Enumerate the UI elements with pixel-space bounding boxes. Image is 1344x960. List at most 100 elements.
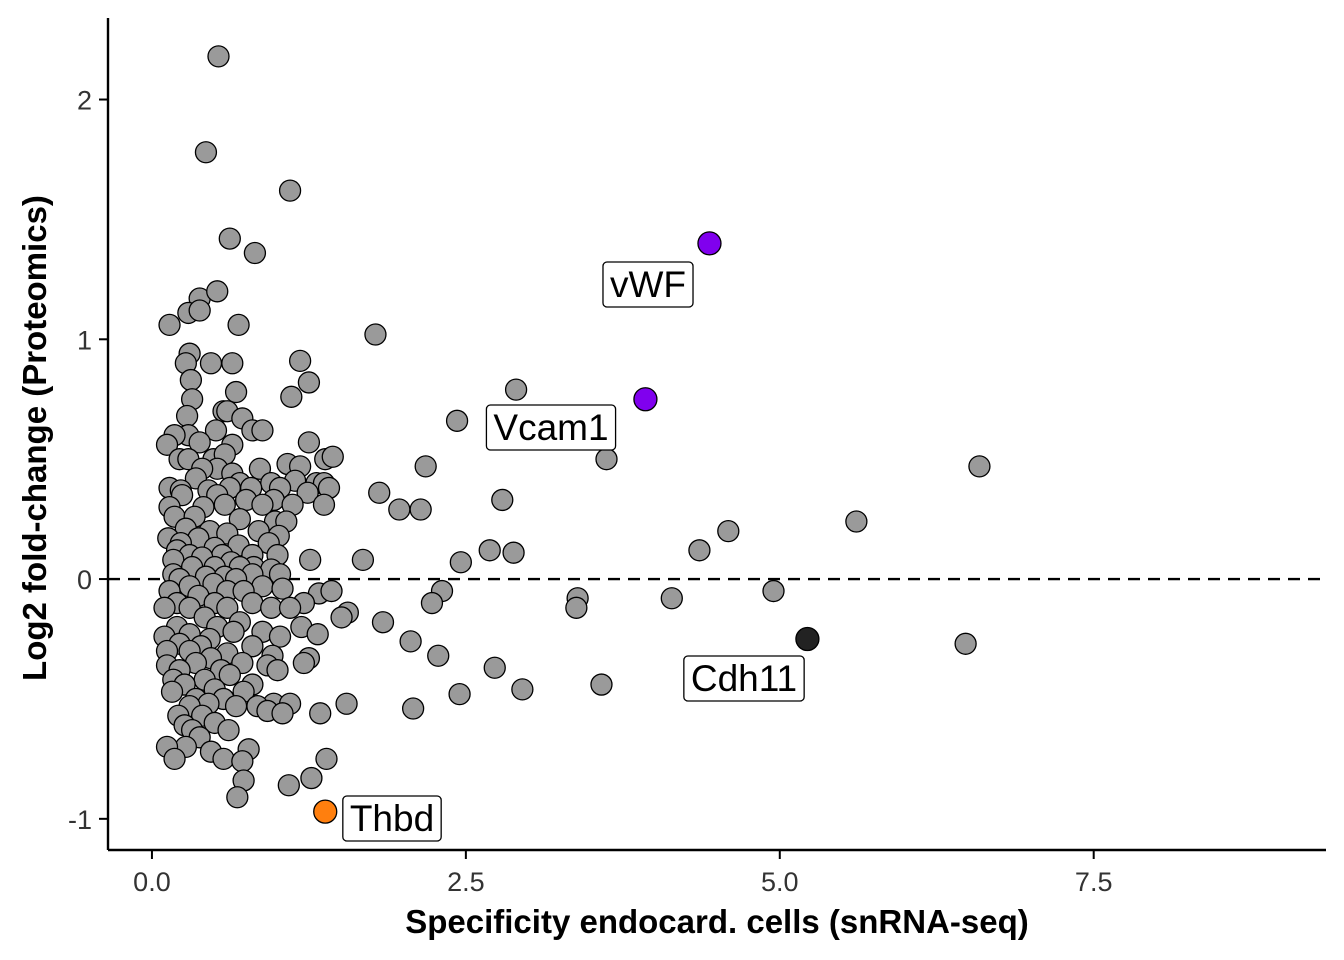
data-point — [218, 663, 241, 687]
data-point — [206, 280, 229, 303]
x-tick-label: 5.0 — [761, 867, 799, 897]
data-point — [448, 682, 471, 706]
data-point — [320, 579, 343, 603]
data-point — [511, 678, 534, 701]
data-point — [188, 299, 211, 322]
data-point — [502, 541, 525, 564]
data-point — [292, 651, 316, 675]
data-point — [204, 419, 228, 442]
data-point — [227, 313, 250, 337]
data-point — [297, 371, 321, 394]
data-point — [251, 493, 274, 516]
y-tick-label: 2 — [77, 86, 92, 116]
highlight-point-thbd — [313, 799, 338, 824]
label-box — [485, 404, 617, 451]
data-point — [222, 620, 245, 643]
label-box — [602, 261, 694, 308]
data-point — [300, 766, 323, 790]
label-text: Thbd — [350, 798, 434, 839]
data-point — [449, 551, 472, 574]
data-point — [216, 596, 239, 619]
data-point — [399, 630, 422, 653]
data-point — [213, 493, 236, 516]
label-thbd: Thbd — [342, 795, 442, 842]
data-point — [241, 591, 264, 615]
data-point — [565, 596, 588, 619]
data-point — [371, 611, 395, 634]
data-point — [228, 507, 251, 531]
data-point — [351, 548, 375, 572]
data-point — [175, 404, 199, 428]
data-point — [660, 587, 683, 610]
label-text: Cdh11 — [691, 658, 797, 699]
data-point — [251, 419, 274, 442]
data-point — [280, 385, 303, 408]
data-point — [188, 431, 211, 454]
data-point — [364, 323, 387, 346]
data-point — [153, 596, 176, 619]
highlight-point-vcam1 — [633, 387, 658, 412]
label-text: vWF — [610, 264, 686, 305]
data-point — [409, 498, 432, 521]
data-point — [194, 141, 218, 164]
data-point — [158, 313, 181, 337]
data-point — [296, 481, 319, 504]
data-point — [762, 579, 785, 603]
data-point — [401, 697, 425, 720]
y-tick-label: 0 — [77, 565, 92, 595]
data-point — [368, 481, 391, 504]
label-text: Vcam1 — [493, 407, 608, 448]
data-point — [309, 702, 332, 725]
label-box — [683, 655, 805, 702]
data-point — [845, 510, 868, 533]
data-point — [243, 241, 267, 265]
data-point — [478, 539, 501, 562]
data-point — [595, 448, 618, 471]
data-point — [271, 702, 294, 725]
data-point — [160, 680, 184, 703]
data-point — [388, 498, 411, 521]
data-point — [299, 548, 322, 572]
data-point — [504, 378, 528, 401]
y-tick-label: 1 — [77, 325, 92, 355]
data-point — [688, 539, 711, 562]
data-point — [321, 445, 344, 468]
data-point — [271, 577, 294, 600]
data-point — [315, 747, 338, 771]
label-vwf: vWF — [602, 261, 694, 308]
data-point — [427, 644, 450, 667]
data-point — [268, 625, 292, 648]
data-point — [278, 596, 302, 619]
x-tick-label: 7.5 — [1075, 867, 1113, 897]
data-point — [590, 673, 613, 696]
label-box — [342, 795, 442, 842]
data-point — [163, 747, 186, 771]
data-point — [231, 750, 254, 773]
data-point — [266, 659, 289, 682]
data-point — [335, 692, 358, 715]
label-cdh11: Cdh11 — [683, 655, 805, 702]
x-tick-label: 2.5 — [447, 867, 485, 897]
data-point — [207, 45, 230, 68]
data-point — [278, 179, 302, 202]
x-axis-title: Specificity endocard. cells (snRNA-seq) — [405, 903, 1029, 940]
data-point — [226, 786, 249, 809]
data-point — [199, 352, 223, 375]
data-point — [221, 352, 244, 375]
data-point — [288, 349, 312, 373]
y-tick-label: -1 — [68, 805, 92, 835]
data-point — [155, 433, 179, 456]
data-point — [306, 623, 329, 646]
x-tick-label: 0.0 — [133, 867, 171, 897]
y-axis-title: Log2 fold-change (Proteomics) — [16, 195, 53, 681]
data-point — [224, 380, 248, 404]
data-point — [241, 635, 264, 658]
data-point — [483, 656, 506, 679]
data-point — [277, 774, 300, 797]
data-point — [968, 455, 991, 478]
data-point — [330, 606, 353, 629]
data-point — [414, 455, 437, 478]
label-vcam1: Vcam1 — [485, 404, 617, 451]
data-point — [717, 519, 740, 543]
